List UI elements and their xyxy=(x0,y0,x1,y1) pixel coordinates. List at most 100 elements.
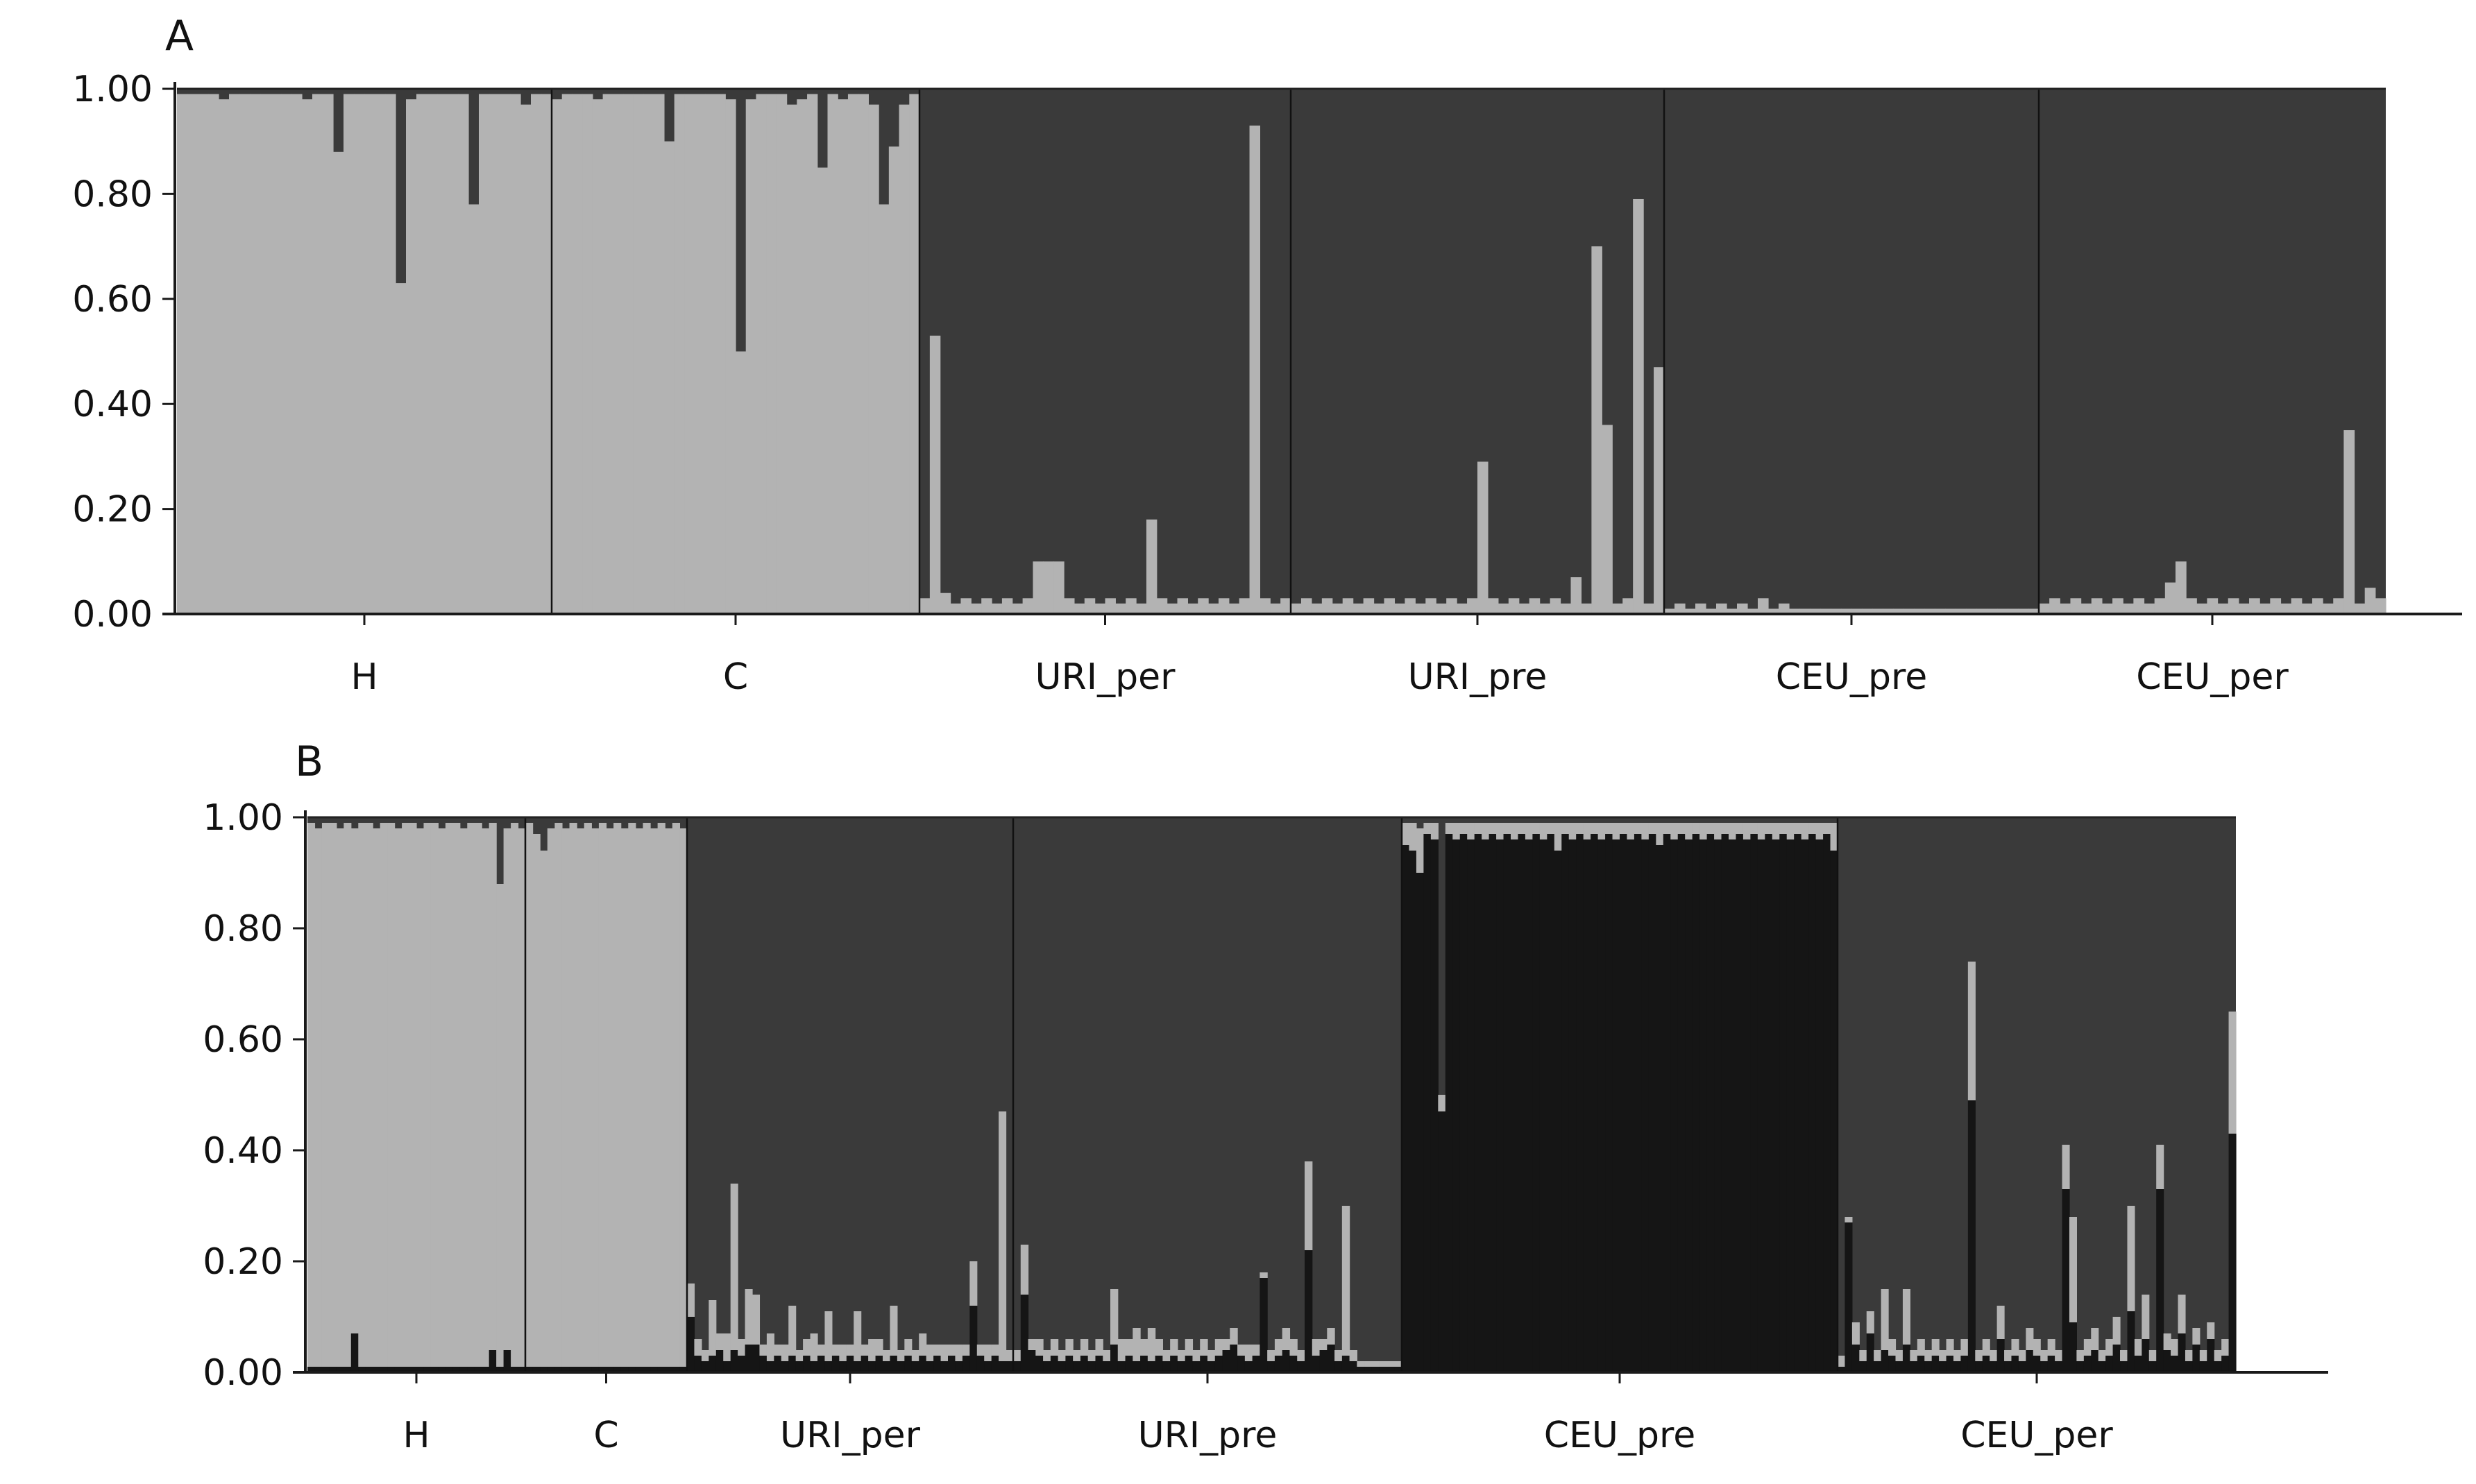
bar-light-CEU_pre-21 xyxy=(1547,823,1555,834)
bar-URI_pre-22 xyxy=(1508,598,1520,614)
bar-black-URI_per-41 xyxy=(976,1356,985,1372)
bar-URI_pre-29 xyxy=(1581,603,1592,614)
bar-black-CEU_per-24 xyxy=(2004,1361,2012,1372)
bar-black-URI_per-21 xyxy=(831,1356,840,1372)
bar-CEU_per-8 xyxy=(2112,598,2123,614)
bar-URI_pre-36 xyxy=(1654,367,1665,614)
bar-light-CEU_per-44 xyxy=(2148,1350,2157,1361)
bar-light-CEU_per-40 xyxy=(2120,1350,2128,1361)
bar-black-URI_pre-4 xyxy=(1035,1356,1044,1372)
bar-black-CEU_per-9 xyxy=(1895,1361,1903,1372)
bar-H-12 xyxy=(291,94,303,614)
bar-URI_per-11 xyxy=(1022,598,1034,614)
bar-light-CEU_pre-51 xyxy=(1765,823,1773,834)
bar-black-CEU_pre-41 xyxy=(1692,834,1700,1372)
bar-light-URI_pre-43 xyxy=(1327,1328,1335,1345)
bar-light-URI_pre-10 xyxy=(1080,1339,1089,1356)
bar-black-CEU_per-11 xyxy=(1910,1361,1918,1372)
bar-light-URI_pre-5 xyxy=(1043,1350,1051,1361)
bar-light-H-29 xyxy=(511,823,519,1367)
bar-light-H-12 xyxy=(387,823,396,1367)
bar-black-C-1 xyxy=(525,1367,534,1372)
bar-black-URI_pre-32 xyxy=(1244,1361,1253,1372)
bar-light-URI_pre-46 xyxy=(1349,1350,1357,1361)
bar-H-8 xyxy=(250,94,261,614)
bar-light-URI_per-22 xyxy=(839,1345,847,1361)
bar-black-URI_pre-22 xyxy=(1170,1356,1178,1372)
bar-light-CEU_per-24 xyxy=(2004,1350,2012,1361)
bar-light-CEU_per-19 xyxy=(1967,962,1976,1100)
bar-light-CEU_per-32 xyxy=(2062,1145,2070,1189)
bar-CEU_pre-9 xyxy=(1747,608,1758,614)
bar-light-CEU_per-1 xyxy=(1838,1356,1846,1367)
y-tick-label: 0.80 xyxy=(72,173,153,215)
bar-light-CEU_per-54 xyxy=(2221,1339,2230,1356)
bar-black-URI_per-29 xyxy=(890,1356,898,1372)
bar-light-CEU_pre-36 xyxy=(1656,823,1664,845)
bar-black-URI_pre-46 xyxy=(1349,1361,1357,1372)
bar-black-CEU_per-35 xyxy=(2083,1356,2092,1372)
bar-light-URI_pre-51 xyxy=(1387,1361,1395,1367)
bar-black-URI_pre-31 xyxy=(1237,1356,1246,1372)
bar-black-CEU_pre-47 xyxy=(1736,834,1744,1372)
bar-URI_per-31 xyxy=(1228,603,1240,614)
bar-CEU_pre-10 xyxy=(1758,598,1769,614)
bar-URI_per-8 xyxy=(992,603,1003,614)
bar-light-URI_per-38 xyxy=(955,1345,963,1361)
bar-CEU_pre-13 xyxy=(1789,608,1800,614)
bar-black-URI_per-5 xyxy=(715,1350,724,1372)
bar-black-URI_pre-8 xyxy=(1065,1356,1074,1372)
bar-H-32 xyxy=(500,94,511,614)
bar-black-C-6 xyxy=(561,1367,570,1372)
bar-black-URI_pre-28 xyxy=(1214,1356,1223,1372)
bar-CEU_pre-20 xyxy=(1862,608,1873,614)
bar-CEU_pre-27 xyxy=(1935,608,1946,614)
bar-black-URI_per-20 xyxy=(824,1361,833,1372)
bar-C-35 xyxy=(899,104,910,614)
bar-light-URI_per-43 xyxy=(991,1345,999,1356)
bar-black-CEU_pre-8 xyxy=(1452,839,1461,1372)
bar-light-URI_pre-45 xyxy=(1341,1206,1350,1356)
bar-light-CEU_pre-2 xyxy=(1409,823,1417,851)
bar-black-H-30 xyxy=(518,1367,526,1372)
bar-H-3 xyxy=(198,94,209,614)
bar-H-14 xyxy=(312,94,323,614)
bar-black-URI_per-33 xyxy=(919,1356,927,1372)
bar-black-H-4 xyxy=(329,1367,337,1372)
bar-black-CEU_pre-50 xyxy=(1757,839,1765,1372)
bar-light-H-21 xyxy=(452,823,461,1367)
bar-light-URI_per-6 xyxy=(723,1333,731,1361)
bar-light-CEU_per-4 xyxy=(1859,1350,1867,1361)
bar-H-10 xyxy=(271,94,282,614)
bar-black-C-2 xyxy=(532,1367,541,1372)
bar-light-URI_pre-8 xyxy=(1065,1339,1074,1356)
y-tick-label: 0.00 xyxy=(72,594,153,636)
bar-light-URI_per-32 xyxy=(911,1350,919,1361)
bar-black-URI_pre-13 xyxy=(1103,1361,1111,1372)
bar-light-CEU_pre-8 xyxy=(1452,823,1461,839)
bar-CEU_pre-8 xyxy=(1737,603,1748,614)
bar-light-C-20 xyxy=(665,828,673,1367)
group-label-CEU_per: CEU_per xyxy=(1960,1415,2113,1456)
bar-CEU_per-20 xyxy=(2238,603,2250,614)
bar-light-CEU_pre-20 xyxy=(1539,823,1548,839)
bar-C-9 xyxy=(633,94,645,614)
bar-light-URI_pre-12 xyxy=(1095,1339,1103,1356)
bar-URI_pre-4 xyxy=(1321,598,1333,614)
bar-black-CEU_pre-11 xyxy=(1474,834,1482,1372)
bar-CEU_per-10 xyxy=(2133,598,2145,614)
bar-C-28 xyxy=(827,94,838,614)
bar-H-35 xyxy=(531,94,542,614)
bar-black-URI_per-25 xyxy=(860,1356,869,1372)
bar-light-CEU_per-9 xyxy=(1895,1350,1903,1361)
bar-CEU_pre-6 xyxy=(1716,603,1727,614)
bar-light-H-17 xyxy=(423,823,432,1367)
bar-CEU_pre-3 xyxy=(1685,608,1696,614)
bar-black-CEU_per-1 xyxy=(1838,1367,1846,1372)
bar-light-URI_per-8 xyxy=(738,1339,746,1356)
bar-URI_per-3 xyxy=(940,592,951,614)
bar-CEU_per-29 xyxy=(2333,598,2344,614)
bar-black-URI_per-14 xyxy=(781,1361,789,1372)
bar-light-URI_per-7 xyxy=(730,1184,738,1350)
bar-light-URI_pre-32 xyxy=(1244,1345,1253,1361)
